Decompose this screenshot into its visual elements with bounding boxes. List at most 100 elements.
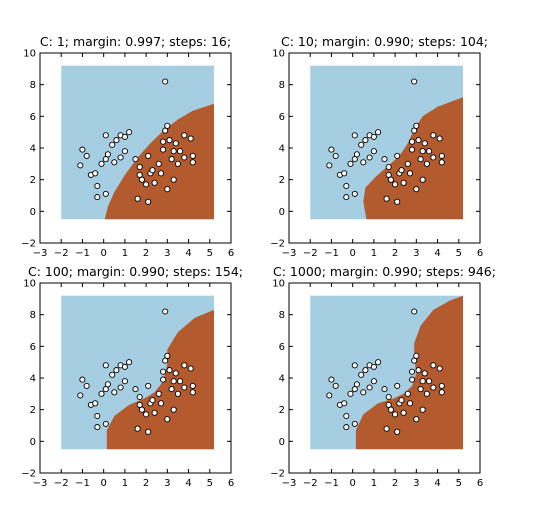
data-point — [360, 389, 367, 396]
y-tick-label: 2 — [30, 405, 36, 416]
data-point — [177, 378, 184, 385]
data-point — [409, 138, 416, 145]
data-point — [102, 190, 109, 197]
data-point — [413, 186, 420, 193]
data-point — [385, 393, 392, 401]
x-tick-label: 2 — [143, 478, 149, 489]
data-point — [149, 167, 156, 174]
data-point — [436, 365, 443, 372]
data-point — [160, 376, 167, 383]
data-point — [102, 362, 109, 369]
y-tick-label: −2 — [21, 469, 36, 480]
data-point — [121, 363, 128, 370]
x-tick-label: 6 — [228, 478, 234, 489]
data-point — [109, 371, 116, 378]
data-point — [187, 365, 194, 372]
data-point — [126, 359, 133, 366]
data-point — [332, 152, 339, 159]
data-point — [157, 170, 165, 177]
data-point — [98, 390, 105, 397]
data-point — [423, 160, 430, 167]
data-point — [370, 378, 377, 385]
subplot-title: C: 1000; margin: 0.990; steps: 946; — [273, 264, 496, 279]
subplot-title: C: 100; margin: 0.990; steps: 154; — [28, 264, 243, 279]
data-point — [102, 420, 109, 427]
data-point — [362, 367, 369, 374]
data-point — [136, 393, 143, 401]
data-point — [398, 167, 405, 174]
data-point — [392, 181, 399, 188]
data-point — [166, 367, 173, 374]
data-point — [98, 160, 105, 167]
data-point — [370, 148, 377, 155]
data-point — [394, 198, 401, 205]
data-point — [398, 397, 405, 404]
x-tick-label: 3 — [164, 248, 170, 259]
x-tick-label: −2 — [54, 478, 69, 489]
data-point — [181, 132, 188, 139]
data-point — [111, 159, 118, 166]
y-tick-label: 0 — [279, 207, 285, 218]
data-point — [136, 163, 143, 171]
x-tick-label: −1 — [324, 478, 339, 489]
data-point — [117, 154, 124, 161]
data-point — [132, 156, 139, 163]
data-point — [187, 135, 194, 142]
y-tick-label: 6 — [30, 342, 36, 353]
data-point — [419, 406, 426, 413]
data-point — [387, 176, 394, 183]
y-tick-label: 8 — [279, 310, 285, 321]
y-tick-label: 0 — [30, 207, 36, 218]
data-point — [145, 382, 152, 389]
x-tick-label: −3 — [282, 248, 297, 259]
region-positive-class — [363, 97, 463, 220]
data-point — [366, 154, 373, 161]
data-point — [430, 362, 437, 369]
y-tick-label: 8 — [30, 310, 36, 321]
data-point — [404, 390, 411, 397]
x-tick-label: 5 — [207, 478, 213, 489]
data-point — [94, 194, 101, 201]
data-point — [83, 152, 90, 159]
y-tick-label: 8 — [279, 80, 285, 91]
x-tick-label: −3 — [33, 478, 48, 489]
data-point — [160, 368, 167, 375]
x-tick-label: 3 — [413, 248, 419, 259]
data-point — [353, 151, 360, 158]
data-point — [417, 386, 424, 393]
data-point — [341, 170, 348, 177]
data-point — [381, 156, 388, 163]
data-point — [94, 412, 101, 420]
data-point — [430, 132, 437, 139]
data-point — [351, 362, 358, 369]
x-tick-label: 1 — [371, 478, 377, 489]
data-point — [149, 397, 156, 404]
data-point — [438, 152, 445, 159]
data-point — [121, 133, 128, 140]
data-point — [404, 160, 411, 167]
data-point — [145, 198, 152, 205]
data-point — [383, 195, 390, 202]
data-point — [79, 376, 86, 383]
x-tick-label: −1 — [75, 248, 90, 259]
data-point — [177, 148, 184, 155]
data-point — [394, 428, 401, 435]
y-tick-label: 6 — [279, 112, 285, 123]
data-point — [172, 140, 179, 147]
x-tick-label: 0 — [100, 478, 106, 489]
data-point — [438, 159, 445, 166]
x-tick-label: 0 — [100, 248, 106, 259]
y-tick-label: 8 — [30, 80, 36, 91]
data-point — [421, 140, 428, 147]
data-point — [168, 386, 175, 393]
data-point — [438, 382, 445, 389]
data-point — [400, 179, 407, 186]
data-point — [370, 363, 377, 370]
data-point — [189, 382, 196, 389]
data-point — [343, 182, 350, 190]
data-point — [162, 78, 169, 85]
data-point — [332, 382, 339, 389]
data-point — [347, 390, 354, 397]
data-point — [162, 308, 169, 315]
